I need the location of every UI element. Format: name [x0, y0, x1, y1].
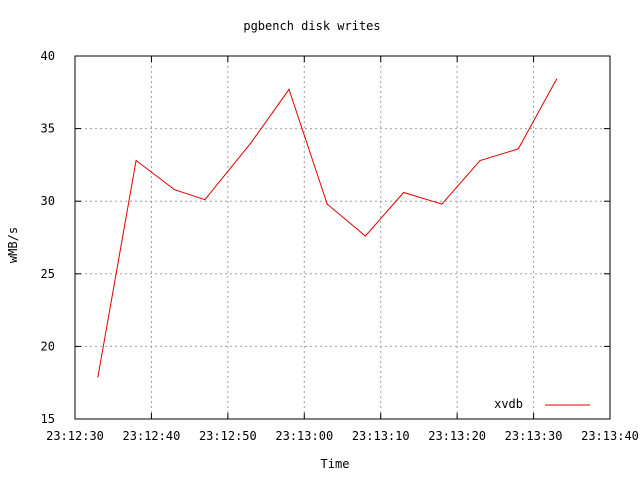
data-point — [250, 142, 252, 144]
x-tick-label: 23:12:30 — [46, 429, 104, 443]
y-tick-label: 40 — [41, 49, 55, 63]
data-point — [479, 159, 481, 162]
y-tick-label: 25 — [41, 267, 55, 281]
x-tick-label: 23:13:10 — [352, 429, 410, 443]
data-point — [135, 159, 137, 162]
data-point — [364, 235, 367, 237]
data-point — [97, 376, 99, 378]
y-tick-label: 30 — [41, 194, 55, 208]
legend-label: xvdb — [494, 397, 523, 411]
y-tick-label: 35 — [41, 122, 55, 136]
legend: xvdb — [494, 397, 590, 411]
x-tick-label: 23:13:20 — [428, 429, 486, 443]
plot-frame — [74, 55, 611, 420]
y-axis-label: wMB/s — [6, 227, 20, 263]
data-point — [204, 199, 206, 201]
data-point — [441, 203, 443, 205]
axis-ticks: 23:12:30 23:12:40 23:12:50 23:13:00 23:13:10… — [41, 49, 639, 443]
data-point — [326, 203, 328, 205]
x-tick-label: 23:12:50 — [199, 429, 257, 443]
grid — [75, 56, 610, 419]
series-layer — [97, 78, 558, 378]
x-tick-label: 23:13:30 — [505, 429, 563, 443]
data-point — [403, 191, 405, 194]
data-point — [555, 78, 558, 80]
data-point — [288, 88, 290, 90]
x-tick-label: 23:12:40 — [123, 429, 181, 443]
data-point — [173, 188, 175, 191]
x-tick-label: 23:13:00 — [275, 429, 333, 443]
chart-title: pgbench disk writes — [243, 19, 380, 33]
data-point — [517, 148, 519, 150]
y-tick-label: 20 — [41, 339, 55, 353]
x-axis-label: Time — [321, 457, 350, 471]
y-tick-label: 15 — [41, 412, 55, 426]
x-tick-label: 23:13:40 — [581, 429, 639, 443]
